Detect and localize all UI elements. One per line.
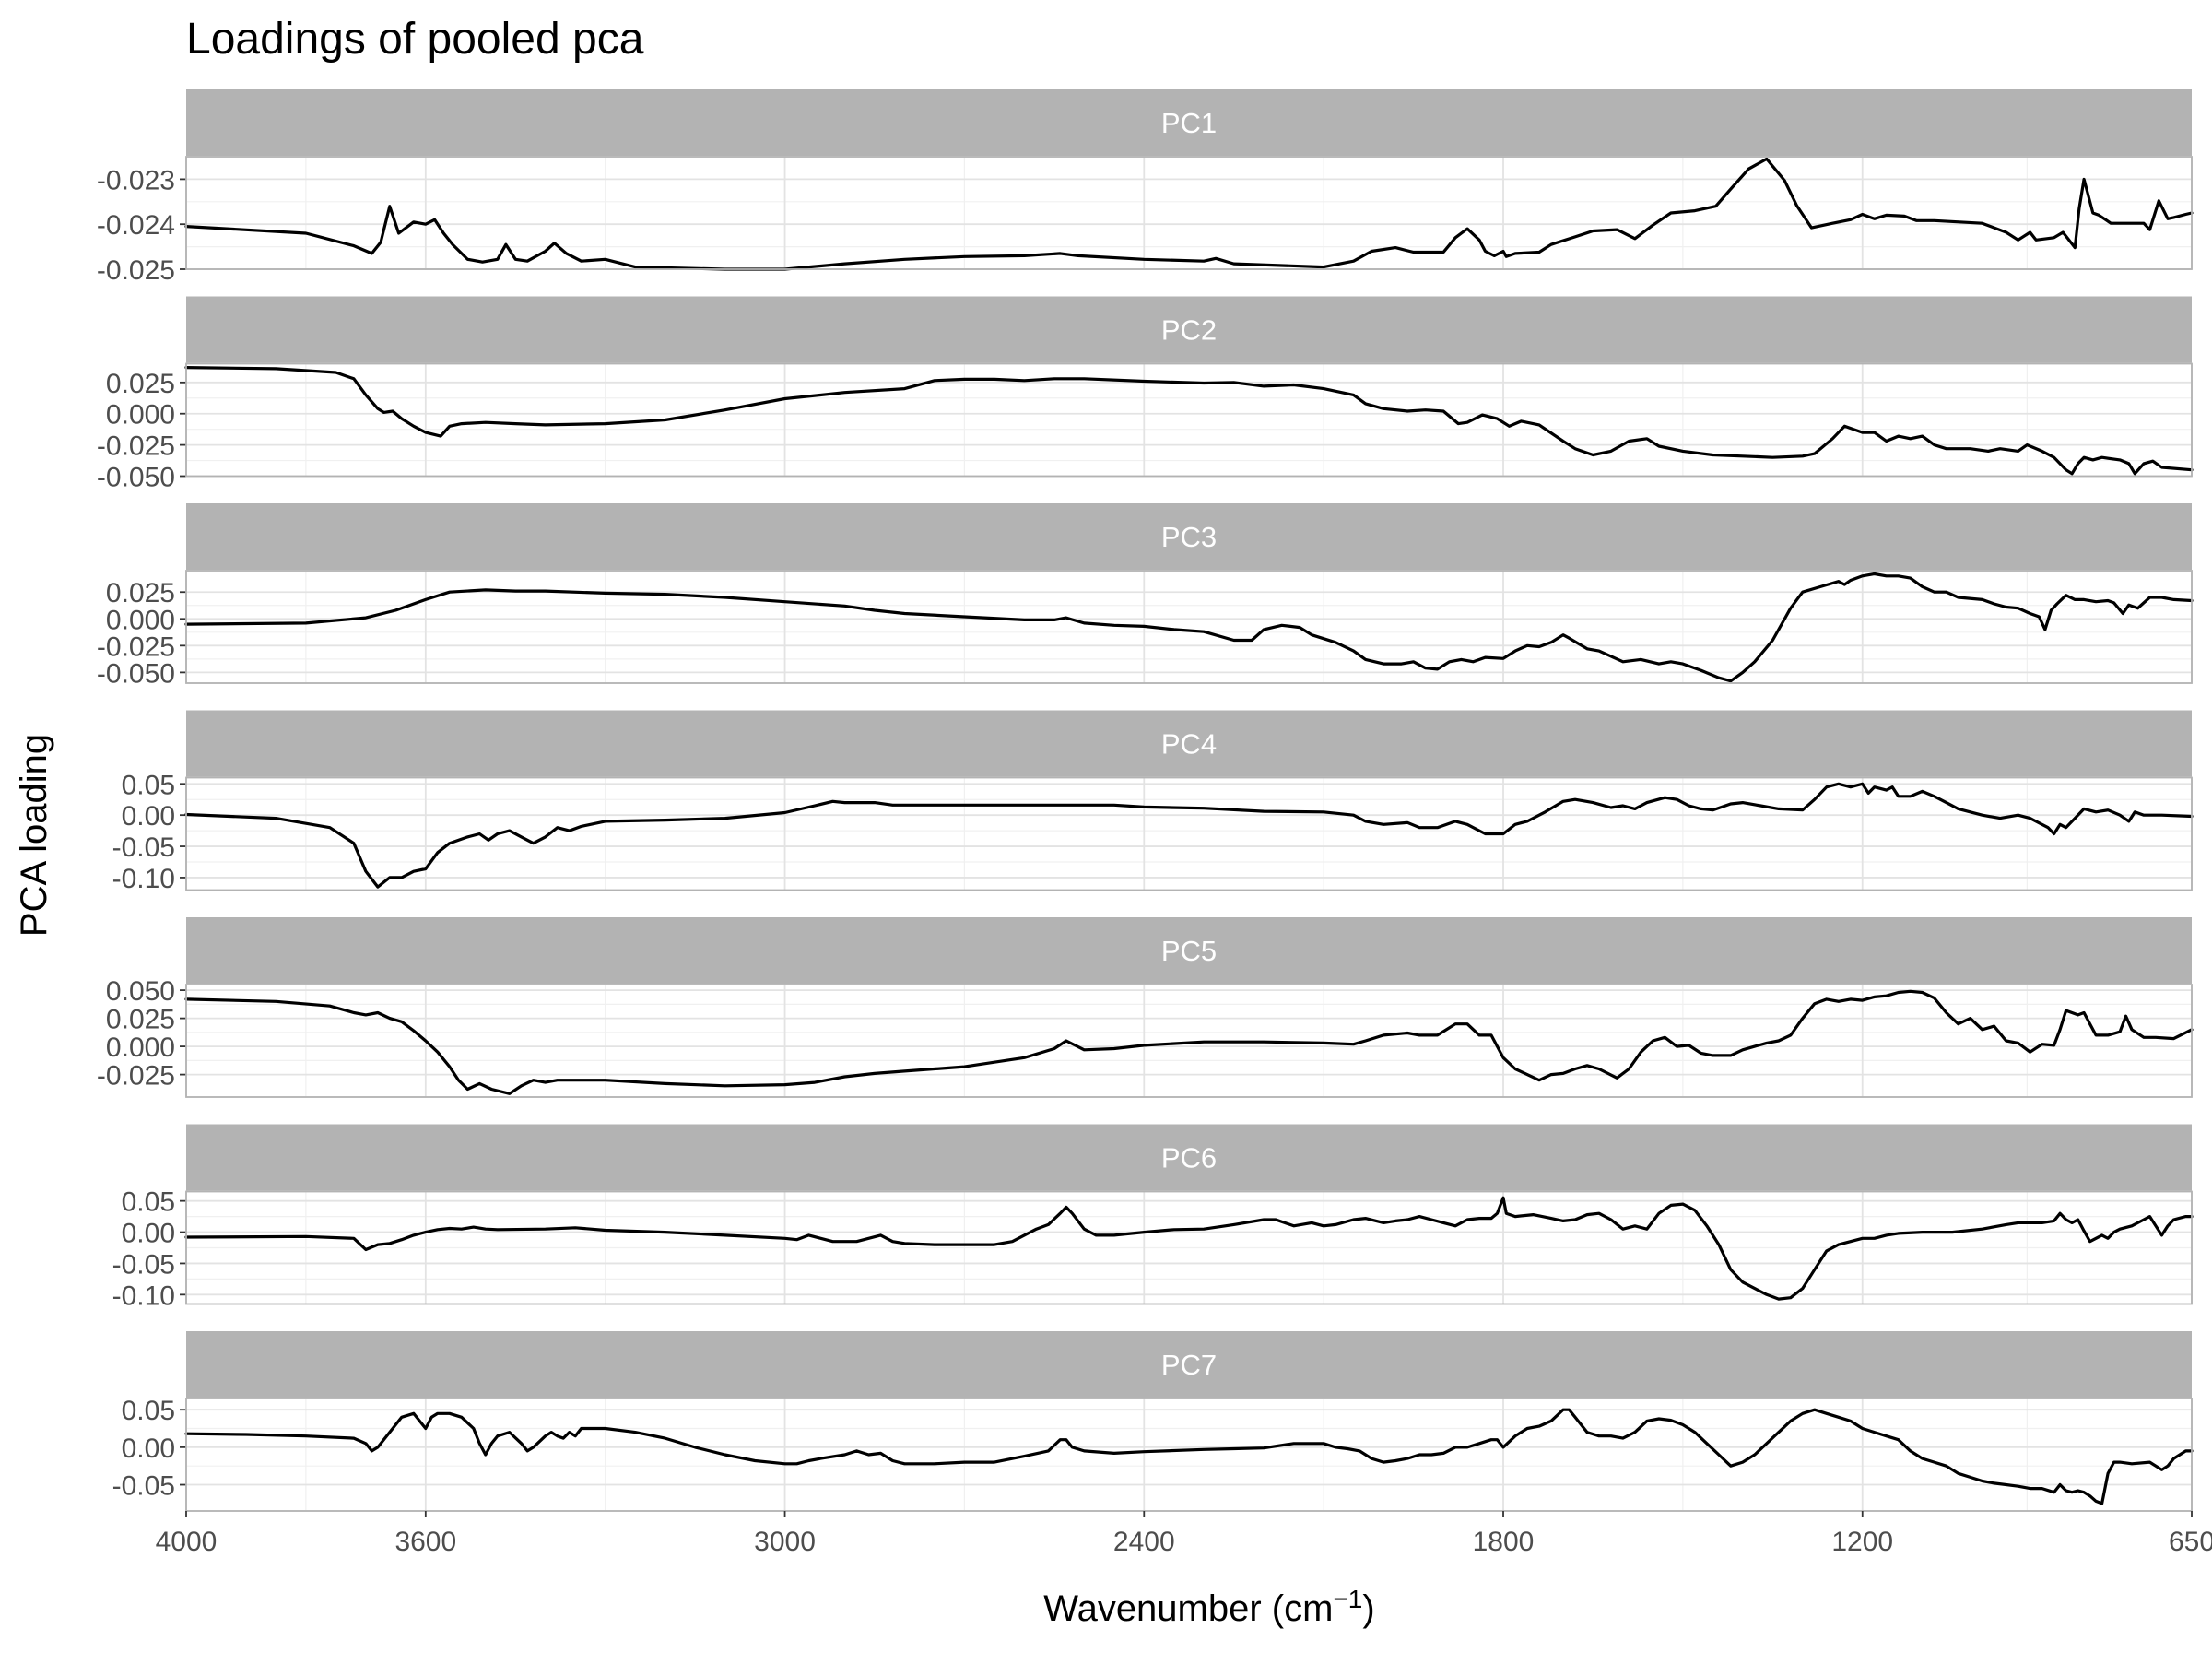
x-axis-label-superscript: −1 (1333, 1585, 1362, 1613)
series-line-pc2 (184, 366, 2194, 476)
y-tick-label: 0.00 (122, 801, 175, 832)
panel-strip (186, 503, 2192, 570)
panel-strip (186, 1331, 2192, 1398)
panel-plot-area (186, 157, 2192, 269)
y-tick-label: -0.10 (112, 864, 175, 894)
y-tick-label: 0.000 (106, 1033, 175, 1063)
y-tick-label: -0.025 (97, 255, 175, 286)
x-tick-label: 2400 (1113, 1527, 1175, 1557)
x-axis-label: Wavenumber (cm−1) (1043, 1585, 1374, 1629)
series-line-pc1 (184, 157, 2194, 271)
panel-strip (186, 1124, 2192, 1191)
panel-border (185, 1190, 2193, 1305)
panel-strip-label: PC1 (1161, 107, 1217, 139)
x-axis-label-text: Wavenumber (cm (1043, 1588, 1333, 1629)
panel-strip-label: PC3 (1161, 521, 1217, 553)
panel-plot-area (186, 571, 2192, 683)
panel-pc7: PC7 0.05 0.00 -0.05 (112, 1331, 2194, 1512)
x-tick-label: 1200 (1831, 1527, 1893, 1557)
y-tick-label: 0.000 (106, 605, 175, 635)
panel-strip-label: PC7 (1161, 1349, 1217, 1381)
panel-strip (186, 917, 2192, 984)
y-tick-label: -0.05 (112, 1471, 175, 1502)
y-tick-label: -0.050 (97, 463, 175, 493)
y-tick-label: -0.05 (112, 832, 175, 863)
series-line-pc7 (184, 1408, 2194, 1505)
panel-strip-label: PC6 (1161, 1142, 1217, 1174)
x-tick-label: 650 (2169, 1527, 2212, 1557)
series-line-pc6 (184, 1196, 2194, 1301)
y-tick-label: 0.025 (106, 369, 175, 399)
x-tick-label: 3000 (754, 1527, 816, 1557)
panels-layer: PC1-0.023-0.024-0.025PC20.0250.000-0.025… (97, 89, 2194, 1512)
y-tick-label: 0.00 (122, 1434, 175, 1464)
y-tick-label: 0.05 (122, 770, 175, 800)
panel-strip-label: PC4 (1161, 728, 1217, 761)
y-tick-label: -0.025 (97, 431, 175, 462)
panel-strip-label: PC2 (1161, 314, 1217, 347)
panel-plot-area (186, 363, 2192, 477)
series-line-pc4 (184, 782, 2194, 889)
y-tick-label: -0.024 (97, 210, 175, 241)
panel-pc4: PC4 0.050.00-0.05-0.10 (112, 710, 2194, 894)
panel-strip-label: PC5 (1161, 935, 1217, 967)
x-tick-label: 1800 (1473, 1527, 1535, 1557)
x-axis: 4000 3600 3000 2400 1800 1200 650 (156, 1511, 2212, 1557)
panel-pc6: PC6 0.050.00-0.05-0.10 (112, 1124, 2194, 1311)
x-tick-label: 3600 (394, 1527, 456, 1557)
y-tick-label: -0.025 (97, 631, 175, 662)
y-tick-label: 0.025 (106, 578, 175, 608)
y-tick-label: 0.050 (106, 976, 175, 1007)
panel-plot-area (186, 1398, 2192, 1511)
y-tick-label: -0.050 (97, 658, 175, 689)
y-tick-label: -0.023 (97, 165, 175, 195)
y-tick-label: 0.000 (106, 400, 175, 431)
y-tick-label: 0.05 (122, 1187, 175, 1218)
y-tick-label: -0.10 (112, 1280, 175, 1311)
panel-strip (186, 296, 2192, 363)
panel-border (185, 776, 2193, 891)
panel-plot-area (186, 777, 2192, 891)
panel-border (185, 570, 2193, 684)
panel-border (185, 1398, 2193, 1512)
chart-title: Loadings of pooled pca (186, 15, 644, 64)
panel-border (185, 362, 2193, 478)
y-tick-label: -0.025 (97, 1061, 175, 1092)
y-axis-label: PCA loading (14, 734, 54, 937)
x-axis-label-close: ) (1362, 1588, 1374, 1629)
panel-border (185, 156, 2193, 270)
x-tick-label: 4000 (156, 1527, 218, 1557)
panel-pc1: PC1 -0.023 -0.024 -0.025 (97, 89, 2194, 286)
series-line-pc5 (184, 989, 2194, 1095)
y-tick-label: 0.00 (122, 1219, 175, 1249)
series-line-pc3 (184, 572, 2194, 683)
panel-plot-area (186, 985, 2192, 1097)
panel-strip (186, 710, 2192, 777)
y-tick-label: 0.05 (122, 1396, 175, 1426)
y-tick-label: 0.025 (106, 1005, 175, 1035)
panel-border (185, 984, 2193, 1098)
panel-strip (186, 89, 2192, 156)
y-tick-label: -0.05 (112, 1249, 175, 1280)
